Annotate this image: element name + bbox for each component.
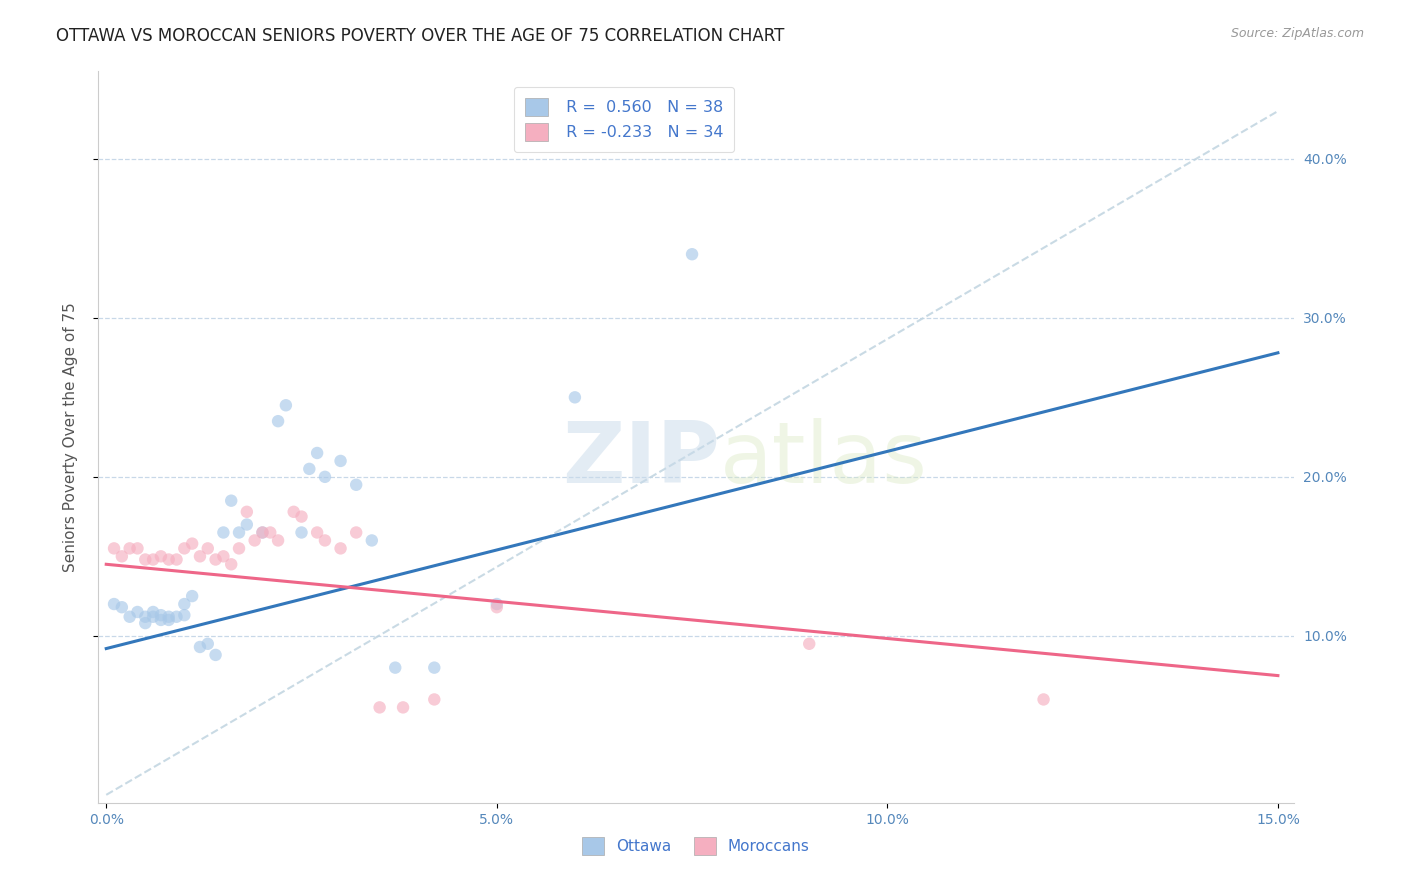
Point [274,398,297,412]
Text: ZIP: ZIP [562,417,720,500]
Point [423,660,446,674]
Point [111,549,134,564]
Point [134,616,156,631]
Point [228,541,250,556]
Point [188,549,211,564]
Point [149,608,172,623]
Point [157,613,180,627]
Point [681,247,703,261]
Point [181,536,204,550]
Text: Source: ZipAtlas.com: Source: ZipAtlas.com [1230,27,1364,40]
Point [252,525,274,540]
Point [236,505,259,519]
Point [799,637,821,651]
Point [290,509,312,524]
Point [149,613,172,627]
Point [197,637,219,651]
Point [228,525,250,540]
Point [149,549,172,564]
Point [103,541,125,556]
Point [103,597,125,611]
Point [212,525,235,540]
Point [212,549,235,564]
Point [134,609,156,624]
Point [344,477,367,491]
Point [236,517,259,532]
Point [392,700,415,714]
Y-axis label: Seniors Poverty Over the Age of 75: Seniors Poverty Over the Age of 75 [63,302,77,572]
Point [166,609,188,624]
Point [173,541,195,556]
Point [360,533,382,548]
Point [204,648,226,662]
Point [252,525,274,540]
Point [173,597,195,611]
Point [181,589,204,603]
Point [188,640,211,654]
Point [157,552,180,566]
Point [173,608,195,623]
Point [142,605,165,619]
Text: atlas: atlas [720,417,928,500]
Point [485,600,508,615]
Point [142,552,165,566]
Point [564,390,586,404]
Point [197,541,219,556]
Point [118,609,141,624]
Point [142,609,165,624]
Point [283,505,305,519]
Point [298,462,321,476]
Point [204,552,226,566]
Point [157,609,180,624]
Point [219,493,242,508]
Point [423,692,446,706]
Point [384,660,406,674]
Point [267,414,290,428]
Point [134,552,156,566]
Point [219,558,242,572]
Point [344,525,367,540]
Point [485,597,508,611]
Point [243,533,266,548]
Legend: Ottawa, Moroccans: Ottawa, Moroccans [576,831,815,861]
Point [368,700,391,714]
Point [290,525,312,540]
Point [259,525,281,540]
Point [329,454,352,468]
Point [329,541,352,556]
Point [314,470,336,484]
Point [166,552,188,566]
Text: OTTAWA VS MOROCCAN SENIORS POVERTY OVER THE AGE OF 75 CORRELATION CHART: OTTAWA VS MOROCCAN SENIORS POVERTY OVER … [56,27,785,45]
Point [127,541,149,556]
Point [118,541,141,556]
Point [307,446,329,460]
Point [127,605,149,619]
Point [1032,692,1054,706]
Point [307,525,329,540]
Point [267,533,290,548]
Point [111,600,134,615]
Point [314,533,336,548]
